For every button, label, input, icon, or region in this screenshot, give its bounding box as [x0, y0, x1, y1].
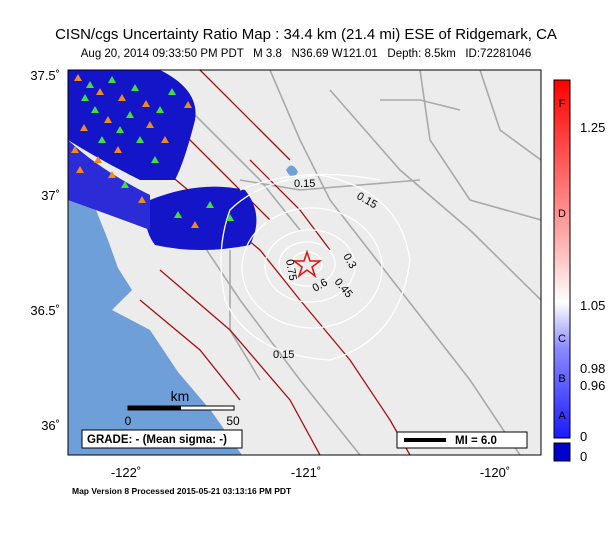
- lon-label: -122˚: [111, 465, 141, 480]
- station: [174, 211, 182, 218]
- grade-letter: C: [558, 333, 566, 345]
- lon-label: -121˚: [291, 465, 321, 480]
- scale-label: 50: [226, 414, 240, 428]
- station: [98, 136, 106, 143]
- stations: [71, 74, 234, 228]
- station: [86, 81, 94, 88]
- station: [206, 201, 214, 208]
- colorbar-value: 0.96: [580, 378, 605, 393]
- station: [168, 88, 176, 95]
- legend-box: [396, 431, 528, 449]
- reservoir: [286, 165, 298, 177]
- station: [118, 94, 126, 101]
- station: [131, 84, 139, 91]
- station: [108, 76, 116, 83]
- station: [108, 171, 116, 178]
- station: [94, 156, 102, 163]
- grade-box: [81, 429, 243, 449]
- lon-label: -120˚: [480, 465, 510, 480]
- map-frame: [67, 69, 542, 456]
- scale-label: 0: [125, 414, 132, 428]
- station: [121, 181, 129, 188]
- contour-label: 0.15: [273, 349, 294, 361]
- footer: Map Version 8 Processed 2015-05-21 03:13…: [72, 486, 292, 496]
- epicenter: [291, 249, 323, 279]
- subtitle: Aug 20, 2014 09:33:50 PM PDT M 3.8 N36.6…: [81, 48, 531, 60]
- colorbar-bottom-label: 0: [580, 449, 587, 464]
- grade-letter: A: [558, 410, 566, 422]
- colorbar-value: 0.98: [580, 361, 605, 376]
- station: [151, 156, 159, 163]
- grade-letter: D: [558, 208, 566, 220]
- grade-letter: B: [558, 373, 565, 385]
- station: [91, 106, 99, 113]
- colorbar-value: 0: [580, 429, 587, 444]
- station: [161, 136, 169, 143]
- station: [96, 88, 104, 95]
- colorbar-scale: [553, 79, 571, 439]
- grade-letter: F: [559, 98, 566, 110]
- scale-unit: km: [171, 388, 190, 404]
- colorbar-value: 1.25: [580, 120, 605, 135]
- scale-bar: km 0 50: [125, 388, 240, 428]
- lat-label: 36.5˚: [30, 303, 60, 318]
- station: [136, 136, 144, 143]
- contour-label: 0.75: [283, 258, 299, 281]
- station: [74, 74, 82, 81]
- uncertainty-patches: [68, 70, 257, 250]
- station: [116, 126, 124, 133]
- title: CISN/cgs Uncertainty Ratio Map : 34.4 km…: [55, 26, 557, 43]
- legend: MI = 6.0: [455, 435, 497, 447]
- station: [126, 111, 134, 118]
- station: [80, 124, 88, 131]
- station: [226, 214, 234, 221]
- colorbar-value: 1.05: [580, 298, 605, 313]
- map-area: [68, 70, 541, 455]
- station: [71, 146, 79, 153]
- station: [156, 106, 164, 113]
- lat-label: 37˚: [41, 188, 60, 203]
- contour-label: 0.15: [294, 178, 315, 190]
- contours: [220, 173, 411, 361]
- colorbar-bottom: [553, 442, 571, 462]
- colorbar: F D C B A 1.25 1.05 0.98 0.96 0 0: [553, 79, 605, 464]
- grade: GRADE: - (Mean sigma: -): [87, 434, 227, 446]
- station: [138, 196, 146, 203]
- station: [104, 116, 112, 123]
- ocean: [68, 180, 242, 455]
- station: [114, 146, 122, 153]
- lat-label: 37.5˚: [30, 68, 60, 83]
- lat-label: 36˚: [41, 418, 60, 433]
- station: [191, 221, 199, 228]
- station: [142, 100, 150, 107]
- station: [76, 166, 84, 173]
- station: [184, 101, 192, 108]
- station: [81, 94, 89, 101]
- station: [146, 121, 154, 128]
